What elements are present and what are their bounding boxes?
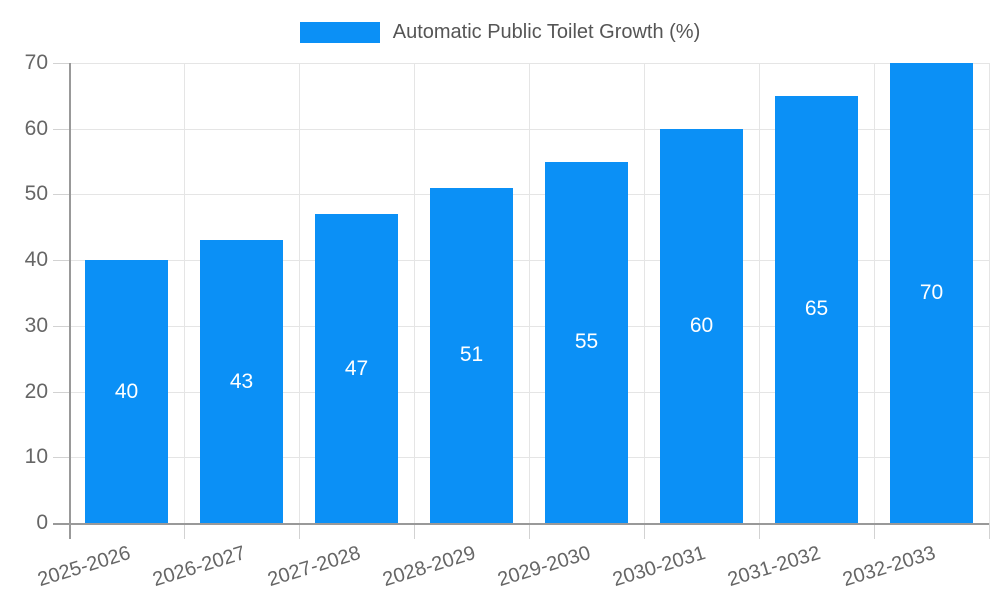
bar-value-label: 47 bbox=[344, 356, 369, 380]
x-tick-mark bbox=[529, 523, 530, 539]
y-tick-mark bbox=[53, 325, 69, 327]
x-axis-label: 2029-2030 bbox=[495, 542, 593, 592]
x-tick-mark bbox=[644, 523, 645, 539]
y-axis-label: 50 bbox=[24, 182, 48, 206]
legend-swatch-icon bbox=[299, 21, 380, 43]
bar[interactable] bbox=[775, 95, 858, 523]
bar-value-label: 43 bbox=[229, 369, 254, 393]
x-axis-label: 2032-2033 bbox=[840, 542, 938, 592]
x-tick-mark bbox=[299, 523, 300, 539]
x-gridline bbox=[989, 63, 990, 523]
x-axis-label: 2030-2031 bbox=[610, 542, 708, 592]
y-axis-line bbox=[69, 63, 71, 523]
x-tick-mark bbox=[184, 523, 185, 539]
x-tick-mark bbox=[874, 523, 875, 539]
bar[interactable] bbox=[200, 240, 283, 523]
bar[interactable] bbox=[890, 63, 973, 523]
bar[interactable] bbox=[430, 187, 513, 523]
x-axis-label: 2031-2032 bbox=[725, 542, 823, 592]
y-axis-label: 40 bbox=[24, 248, 48, 272]
bar[interactable] bbox=[545, 161, 628, 523]
y-tick-mark bbox=[53, 194, 69, 196]
x-tick-mark bbox=[989, 523, 990, 539]
y-axis-label: 0 bbox=[36, 511, 48, 534]
x-axis-label: 2025-2026 bbox=[35, 542, 133, 592]
bar-value-label: 65 bbox=[804, 297, 829, 321]
x-tick-mark bbox=[414, 523, 415, 539]
y-tick-mark bbox=[53, 391, 69, 393]
y-axis-label: 20 bbox=[24, 379, 48, 403]
legend: Automatic Public Toilet Growth (%) bbox=[0, 20, 1000, 44]
x-gridline bbox=[184, 63, 185, 523]
x-tick-mark bbox=[759, 523, 760, 539]
x-gridline bbox=[759, 63, 760, 523]
bar-value-label: 70 bbox=[919, 281, 944, 304]
y-axis-label: 30 bbox=[24, 313, 48, 337]
x-gridline bbox=[414, 63, 415, 523]
x-axis-line bbox=[53, 523, 989, 525]
x-gridline bbox=[644, 63, 645, 523]
x-axis-label: 2026-2027 bbox=[150, 542, 248, 592]
x-gridline bbox=[529, 63, 530, 523]
y-tick-mark bbox=[53, 63, 69, 64]
bar[interactable] bbox=[85, 260, 168, 523]
y-axis-label: 10 bbox=[24, 445, 48, 469]
bar-value-label: 51 bbox=[459, 343, 484, 367]
y-tick-mark bbox=[53, 457, 69, 459]
y-tick-mark bbox=[53, 260, 69, 262]
legend-label: Automatic Public Toilet Growth (%) bbox=[392, 21, 701, 43]
legend-item[interactable]: Automatic Public Toilet Growth (%) bbox=[299, 20, 701, 44]
x-gridline bbox=[299, 63, 300, 523]
bar[interactable] bbox=[315, 214, 398, 523]
x-axis-label: 2027-2028 bbox=[265, 542, 363, 592]
bar-value-label: 55 bbox=[574, 330, 599, 354]
y-tick-mark bbox=[53, 128, 69, 130]
y-axis-label: 70 bbox=[24, 51, 48, 74]
y-axis-label: 60 bbox=[24, 116, 48, 140]
x-axis-label: 2028-2029 bbox=[380, 542, 478, 592]
bar-value-label: 60 bbox=[689, 313, 714, 337]
bar-value-label: 40 bbox=[114, 379, 139, 403]
bar[interactable] bbox=[660, 128, 743, 523]
x-tick-mark bbox=[69, 523, 71, 539]
x-gridline bbox=[874, 63, 875, 523]
